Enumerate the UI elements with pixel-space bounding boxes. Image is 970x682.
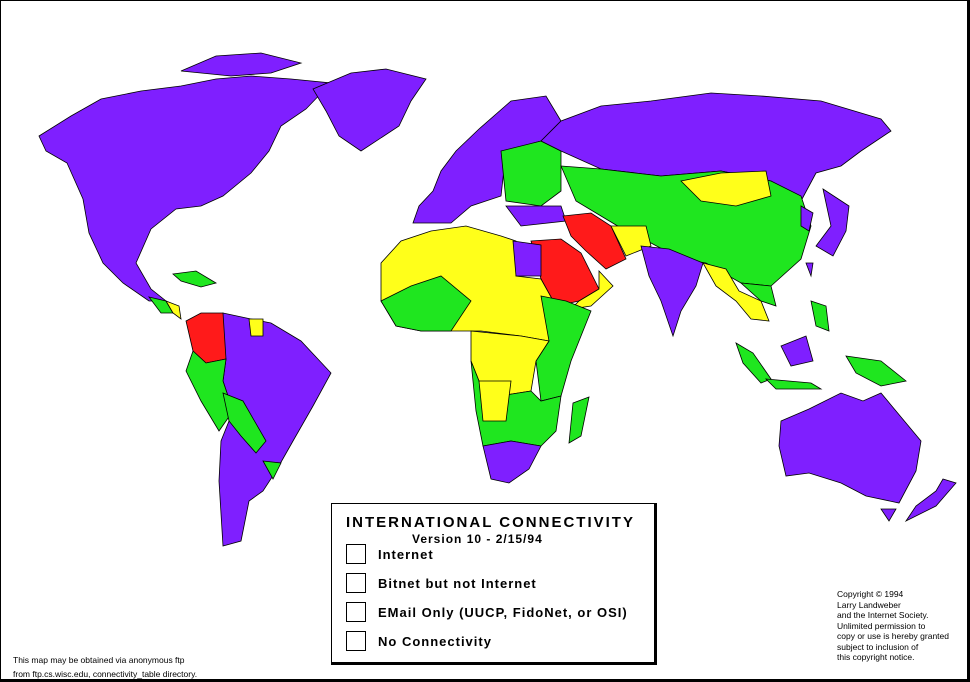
region-iran — [562, 212, 627, 270]
region-indonesia-java — [764, 378, 823, 390]
region-arctic-islands — [180, 52, 303, 77]
legend-version: Version 10 - 2/15/94 — [412, 532, 543, 546]
region-angola — [478, 380, 512, 422]
region-japan — [815, 188, 850, 257]
region-indonesia-sumatra — [735, 342, 772, 384]
region-guianas — [248, 318, 264, 337]
legend: INTERNATIONAL CONNECTIVITY Version 10 - … — [331, 503, 657, 665]
region-papua — [845, 355, 907, 387]
legend-swatch-bitnet — [346, 573, 366, 593]
legend-label: EMail Only (UUCP, FidoNet, or OSI) — [378, 604, 628, 620]
region-tasmania — [880, 508, 897, 522]
legend-swatch-none — [346, 631, 366, 651]
region-australia — [778, 392, 922, 504]
region-south-africa — [482, 440, 542, 484]
region-western-europe — [412, 95, 562, 224]
region-mongolia — [680, 170, 772, 207]
region-north-america — [38, 75, 332, 302]
region-bolivia-paraguay — [222, 392, 267, 454]
region-philippines — [810, 300, 830, 332]
region-malaysia — [780, 335, 814, 367]
region-madagascar — [568, 396, 590, 444]
region-egypt — [512, 240, 542, 277]
region-central-america-2 — [165, 300, 182, 320]
region-west-africa — [380, 275, 472, 332]
region-uruguay — [262, 460, 282, 480]
legend-label: Bitnet but not Internet — [378, 575, 537, 591]
legend-label: No Connectivity — [378, 633, 492, 649]
legend-item-email: EMail Only (UUCP, FidoNet, or OSI) — [346, 602, 628, 622]
region-new-zealand — [904, 478, 957, 523]
region-korea — [800, 205, 814, 232]
legend-item-bitnet: Bitnet but not Internet — [346, 573, 537, 593]
region-greenland — [312, 68, 427, 152]
legend-swatch-internet — [346, 544, 366, 564]
legend-item-internet: Internet — [346, 544, 434, 564]
region-india — [640, 245, 704, 338]
copyright-notice: Copyright © 1994 Larry Landweber and the… — [837, 589, 949, 662]
legend-swatch-email — [346, 602, 366, 622]
region-taiwan — [805, 262, 814, 278]
region-se-asia — [702, 262, 770, 322]
region-eastern-europe — [500, 140, 562, 207]
region-caribbean — [172, 270, 218, 288]
legend-item-none: No Connectivity — [346, 631, 492, 651]
region-indochina — [739, 282, 777, 307]
legend-title: INTERNATIONAL CONNECTIVITY — [346, 514, 635, 531]
ftp-note: This map may be obtained via anonymous f… — [13, 655, 198, 679]
legend-label: Internet — [378, 546, 434, 562]
region-afghanistan — [610, 225, 652, 257]
region-turkey — [505, 205, 567, 227]
